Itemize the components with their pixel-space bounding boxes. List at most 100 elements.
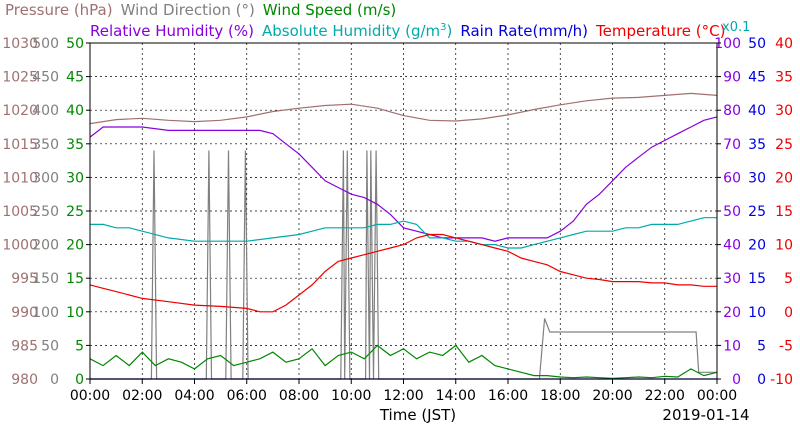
- tick-label-wind_speed: 50: [66, 36, 84, 52]
- legend-item: Wind Direction (°): [121, 1, 255, 19]
- tick-label-temperature: 15: [775, 204, 793, 220]
- tick-label-wind_direction: 350: [32, 137, 59, 153]
- tick-label-pressure: 1015: [2, 137, 38, 153]
- tick-label-pressure: 985: [11, 338, 38, 354]
- legend-item-superscript: 3: [440, 22, 446, 33]
- x-tick-label: 06:00: [227, 388, 267, 404]
- tick-label-temperature: 30: [775, 103, 793, 119]
- tick-label-humidity: 60: [723, 170, 741, 186]
- tick-label-wind_direction: 100: [32, 305, 59, 321]
- tick-label-wind_speed: 30: [66, 170, 84, 186]
- legend-item: Absolute Humidity (g/m: [262, 22, 440, 40]
- tick-label-wind_direction: 400: [32, 103, 59, 119]
- tick-label-rain_rate: 45: [748, 70, 766, 86]
- tick-label-rain_rate: 0: [757, 372, 766, 388]
- tick-label-wind_speed: 0: [75, 372, 84, 388]
- legend-item: Wind Speed (m/s): [263, 1, 396, 19]
- tick-label-wind_direction: 50: [41, 338, 59, 354]
- x-axis: 00:00 02:00 04:00 06:00 08:00 10:00 12:00 14:00…: [70, 379, 737, 404]
- legend: Pressure (hPa) Wind Direction (°) Wind Spe…: [5, 1, 750, 40]
- series-line: [89, 344, 718, 379]
- tick-label-pressure: 1005: [2, 204, 38, 220]
- x-tick-label: 16:00: [488, 388, 528, 404]
- x-tick-label: 10:00: [331, 388, 371, 404]
- tick-label-wind_speed: 35: [66, 137, 84, 153]
- tick-label-pressure: 980: [11, 372, 38, 388]
- tick-label-pressure: 1010: [2, 170, 38, 186]
- tick-label-temperature: 5: [784, 271, 793, 287]
- tick-label-rain_rate: 5: [757, 338, 766, 354]
- tick-label-temperature: 35: [775, 70, 793, 86]
- x-tick-label: 04:00: [174, 388, 214, 404]
- tick-label-rain_rate: 50: [748, 36, 766, 52]
- multiplier-note: x0.1: [722, 20, 750, 35]
- tick-label-humidity: 90: [723, 70, 741, 86]
- tick-label-humidity: 20: [723, 305, 741, 321]
- date-label: 2019-01-14: [662, 406, 749, 424]
- tick-label-wind_direction: 500: [32, 36, 59, 52]
- legend-row-2: Relative Humidity (%) Absolute Humidity (…: [90, 22, 725, 40]
- tick-label-wind_speed: 5: [75, 338, 84, 354]
- tick-label-humidity: 0: [732, 372, 741, 388]
- tick-label-rain_rate: 40: [748, 103, 766, 119]
- tick-label-wind_speed: 10: [66, 305, 84, 321]
- tick-label-rain_rate: 20: [748, 238, 766, 254]
- tick-label-temperature: -5: [779, 338, 793, 354]
- left-axes: 9809859909951000100510101015102010251030…: [2, 36, 90, 388]
- tick-label-pressure: 1000: [2, 238, 38, 254]
- x-tick-label: 18:00: [540, 388, 580, 404]
- tick-label-humidity: 100: [714, 36, 741, 52]
- tick-label-pressure: 995: [11, 271, 38, 287]
- tick-label-wind_direction: 150: [32, 271, 59, 287]
- tick-label-humidity: 10: [723, 338, 741, 354]
- tick-label-rain_rate: 35: [748, 137, 766, 153]
- tick-label-temperature: 40: [775, 36, 793, 52]
- x-tick-label: 02:00: [122, 388, 162, 404]
- legend-row-1: Pressure (hPa) Wind Direction (°) Wind Spe…: [5, 1, 396, 19]
- tick-label-wind_speed: 25: [66, 204, 84, 220]
- series-line: [89, 233, 717, 313]
- x-tick-label: 00:00: [697, 388, 737, 404]
- legend-item: Relative Humidity (%): [90, 22, 254, 40]
- right-axes: 0102030405060708090100051015202530354045…: [714, 36, 793, 388]
- tick-label-temperature: 25: [775, 137, 793, 153]
- legend-item: Pressure (hPa): [5, 1, 113, 19]
- grid: [90, 43, 717, 379]
- tick-label-humidity: 40: [723, 238, 741, 254]
- x-axis-label: Time (JST): [379, 406, 456, 424]
- tick-label-pressure: 990: [11, 305, 38, 321]
- x-tick-label: 00:00: [70, 388, 110, 404]
- series-line: [90, 217, 717, 249]
- x-tick-label: 22:00: [645, 388, 685, 404]
- tick-label-wind_direction: 200: [32, 238, 59, 254]
- tick-label-wind_direction: 0: [50, 372, 59, 388]
- tick-label-rain_rate: 30: [748, 170, 766, 186]
- x-tick-label: 20:00: [592, 388, 632, 404]
- x-tick-label: 14:00: [436, 388, 476, 404]
- tick-label-wind_speed: 45: [66, 70, 84, 86]
- x-tick-label: 12:00: [383, 388, 423, 404]
- tick-label-humidity: 80: [723, 103, 741, 119]
- tick-label-pressure: 1030: [2, 36, 38, 52]
- x-tick-label: 08:00: [279, 388, 319, 404]
- series-line: [89, 92, 718, 125]
- legend-item-suffix: ): [447, 22, 453, 40]
- tick-label-temperature: -10: [770, 372, 793, 388]
- tick-label-temperature: 20: [775, 170, 793, 186]
- tick-label-rain_rate: 25: [748, 204, 766, 220]
- tick-label-wind_speed: 15: [66, 271, 84, 287]
- tick-label-rain_rate: 15: [748, 271, 766, 287]
- tick-label-humidity: 30: [723, 271, 741, 287]
- legend-item: Rain Rate(mm/h): [460, 22, 588, 40]
- tick-label-humidity: 70: [723, 137, 741, 153]
- tick-label-pressure: 1020: [2, 103, 38, 119]
- series-layer: [89, 92, 718, 380]
- tick-label-humidity: 50: [723, 204, 741, 220]
- tick-label-temperature: 10: [775, 238, 793, 254]
- tick-label-temperature: 0: [784, 305, 793, 321]
- tick-label-wind_direction: 250: [32, 204, 59, 220]
- tick-label-wind_direction: 450: [32, 70, 59, 86]
- tick-label-pressure: 1025: [2, 70, 38, 86]
- tick-label-wind_direction: 300: [32, 170, 59, 186]
